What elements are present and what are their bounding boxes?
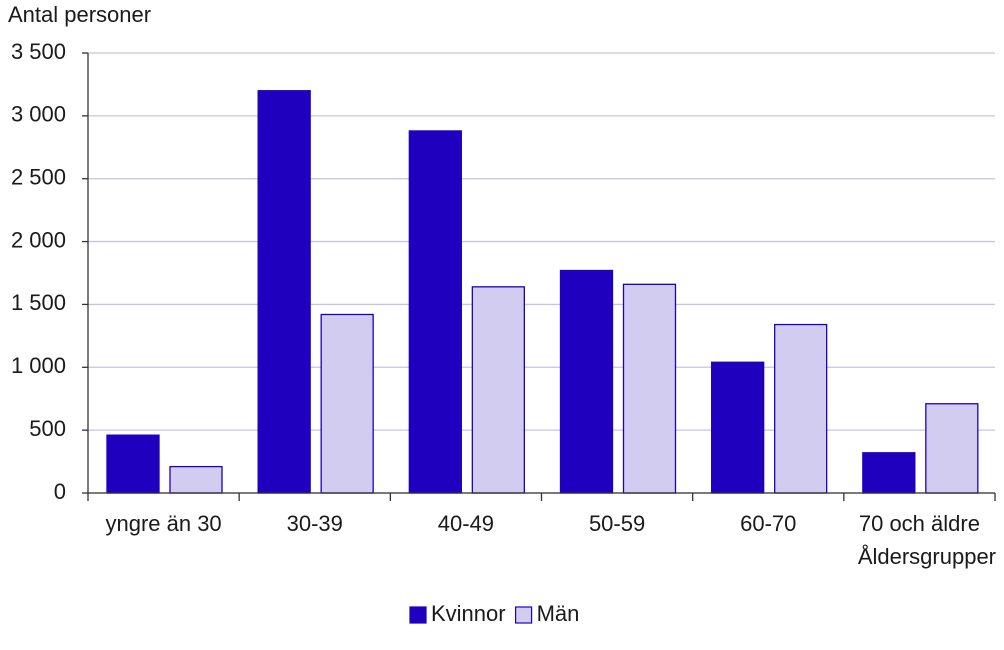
bar	[774, 323, 828, 494]
bar	[862, 452, 916, 494]
bar	[257, 90, 311, 494]
bar	[925, 403, 979, 494]
y-tick-label: 2 500	[11, 165, 66, 190]
y-axis-title: Antal personer	[8, 2, 151, 27]
x-tick-label: 30-39	[287, 511, 343, 536]
legend-swatch	[409, 606, 427, 624]
x-tick-label: 50-59	[589, 511, 645, 536]
legend-swatch	[514, 606, 533, 624]
bar	[320, 313, 374, 494]
bar	[408, 130, 462, 494]
y-tick-label: 2 000	[11, 227, 66, 252]
y-tick-label: 3 500	[11, 39, 66, 64]
x-tick-label: yngre än 30	[105, 511, 221, 536]
x-tick-label: 40-49	[438, 511, 494, 536]
bar	[559, 269, 614, 494]
y-tick-label: 1 500	[11, 290, 66, 315]
y-tick-label: 0	[54, 479, 66, 504]
bar	[711, 361, 765, 494]
bar	[622, 283, 677, 494]
y-tick-label: 500	[29, 416, 66, 441]
bar	[471, 286, 525, 494]
bar	[169, 465, 223, 494]
legend-label: Kvinnor	[431, 601, 506, 626]
y-tick-label: 1 000	[11, 353, 66, 378]
x-axis-title: Åldersgrupper	[858, 544, 996, 569]
x-tick-label: 70 och äldre	[859, 511, 980, 536]
x-tick-label: 60-70	[740, 511, 796, 536]
legend-label: Män	[537, 601, 580, 626]
y-tick-label: 3 000	[11, 102, 66, 127]
bar	[106, 434, 160, 494]
